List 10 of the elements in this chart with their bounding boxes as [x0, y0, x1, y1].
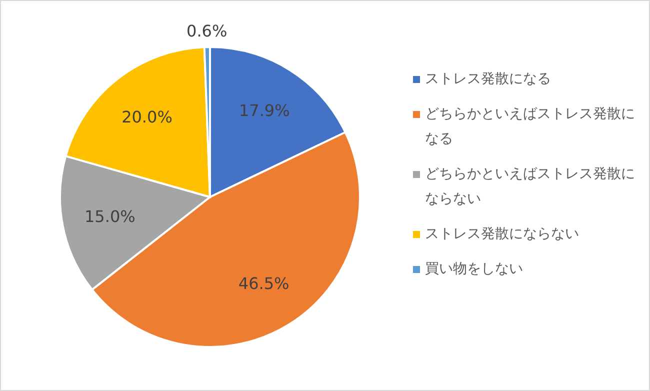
legend-label: どちらかといえばストレス発散になる: [425, 105, 636, 149]
legend-label: ストレス発散になる: [425, 70, 551, 89]
data-label: 20.0%: [122, 107, 172, 126]
data-label: 0.6%: [186, 22, 228, 41]
legend-label: どちらかといえばストレス発散にならない: [425, 165, 636, 209]
data-label: 17.9%: [238, 101, 290, 120]
legend-label: 買い物をしない: [425, 260, 523, 279]
legend-label: ストレス発散にならない: [425, 225, 579, 244]
data-label: 46.5%: [238, 274, 290, 294]
data-label: 15.0%: [84, 207, 136, 226]
